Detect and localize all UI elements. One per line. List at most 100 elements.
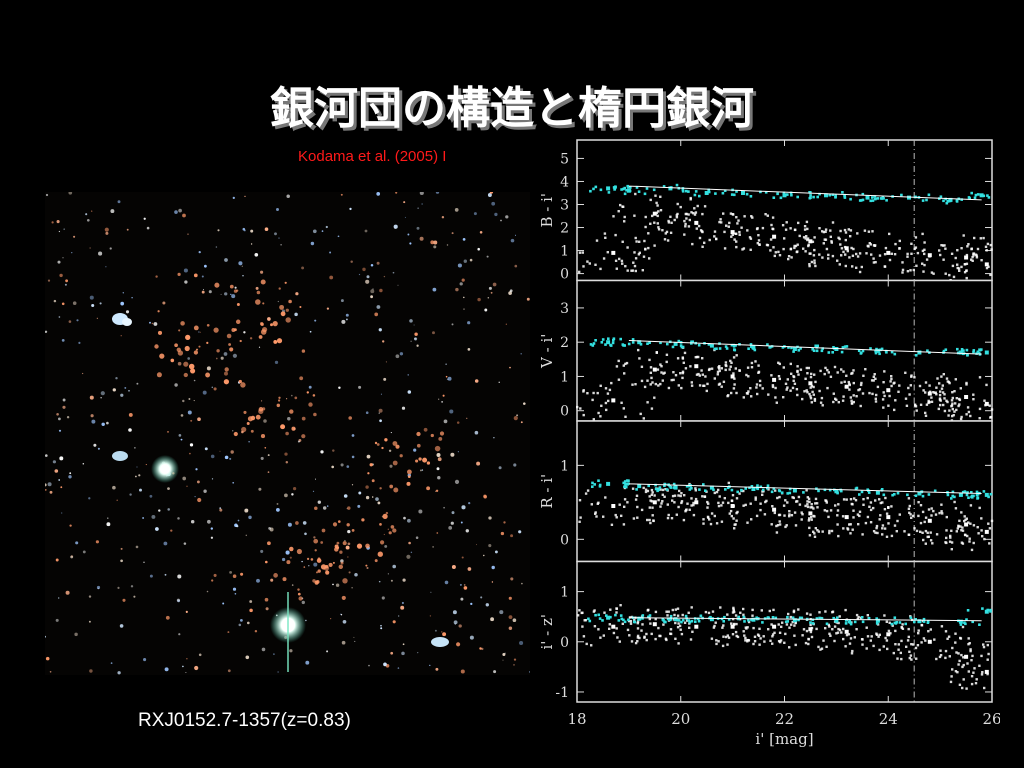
red-sequence-point bbox=[626, 188, 631, 193]
red-sequence-point bbox=[984, 609, 989, 614]
y-tick-label: 1 bbox=[560, 585, 569, 601]
field-galaxy-point bbox=[730, 230, 735, 235]
x-tick-label: 22 bbox=[775, 710, 794, 728]
field-galaxy-point bbox=[611, 504, 616, 508]
x-tick-label: 20 bbox=[671, 710, 690, 728]
field-galaxy-point bbox=[964, 395, 969, 399]
field-galaxy-point bbox=[964, 255, 969, 260]
x-tick-label: 26 bbox=[982, 710, 1000, 728]
panel-frame bbox=[576, 279, 993, 422]
field-galaxy-point bbox=[652, 622, 657, 627]
red-sequence-point bbox=[865, 195, 870, 200]
red-sequence-point bbox=[606, 340, 611, 345]
field-galaxy-point bbox=[927, 639, 932, 644]
red-sequence-point bbox=[673, 485, 678, 490]
red-sequence-point bbox=[917, 491, 922, 496]
red-sequence-point bbox=[606, 481, 611, 486]
field-galaxy-point bbox=[772, 234, 777, 239]
red-sequence-point bbox=[668, 186, 673, 191]
field-galaxy-point bbox=[808, 239, 813, 244]
red-sequence-point bbox=[834, 489, 839, 494]
red-sequence-point bbox=[709, 343, 714, 348]
field-galaxy-point bbox=[844, 246, 849, 251]
red-sequence-point bbox=[917, 350, 922, 355]
field-galaxy-point bbox=[808, 511, 813, 516]
red-sequence-fit-line bbox=[628, 339, 982, 355]
y-axis-label: V - i' bbox=[538, 334, 556, 369]
red-sequence-point bbox=[907, 195, 911, 200]
red-sequence-point bbox=[606, 615, 611, 620]
red-sequence-point bbox=[751, 345, 756, 350]
y-tick-label: 3 bbox=[560, 301, 569, 317]
y-tick-label: 0 bbox=[560, 267, 569, 283]
field-galaxy-point bbox=[611, 624, 616, 629]
x-tick-label: 18 bbox=[567, 710, 586, 728]
red-sequence-point bbox=[673, 617, 678, 622]
field-galaxy-point bbox=[886, 632, 891, 637]
panel-frame bbox=[576, 560, 993, 703]
red-sequence-point bbox=[948, 197, 953, 202]
field-galaxy-point bbox=[984, 669, 989, 674]
y-axis-label: i' - z' bbox=[538, 614, 556, 650]
red-sequence-point bbox=[979, 193, 984, 198]
red-sequence-point bbox=[782, 193, 787, 198]
field-galaxy-scatter bbox=[576, 346, 994, 422]
y-tick-label: 3 bbox=[560, 197, 569, 213]
cmd-panel-4: -1 0 1i' - z' bbox=[538, 560, 993, 703]
cmd-panel-1: 0 1 2 3 4 5 B - i' bbox=[538, 139, 993, 283]
y-tick-label: 0 bbox=[560, 635, 569, 651]
y-axis-label: R - i' bbox=[538, 474, 556, 509]
panel-frame bbox=[576, 420, 993, 563]
sky-image-caption: RXJ0152.7-1357(z=0.83) bbox=[138, 710, 351, 731]
red-sequence-point bbox=[741, 191, 745, 195]
red-sequence-point bbox=[673, 341, 678, 346]
red-sequence-point bbox=[709, 617, 714, 622]
cmd-panel-2: 0 1 2 3 V - i' bbox=[538, 279, 994, 422]
x-axis-label: i' [mag] bbox=[755, 730, 813, 748]
y-tick-label: 1 bbox=[560, 458, 569, 474]
field-galaxy-point bbox=[694, 500, 699, 505]
y-tick-label: 0 bbox=[560, 532, 569, 548]
y-tick-label: 1 bbox=[560, 244, 569, 260]
red-sequence-point bbox=[637, 340, 642, 345]
field-galaxy-point bbox=[694, 624, 699, 629]
red-sequence-point bbox=[958, 619, 963, 624]
y-tick-label: 0 bbox=[560, 404, 569, 420]
red-sequence-point bbox=[984, 350, 989, 355]
red-sequence-fit-line bbox=[628, 483, 982, 494]
panel-frame bbox=[576, 139, 993, 282]
red-sequence-fit-line bbox=[628, 185, 982, 201]
red-sequence-point bbox=[704, 191, 709, 195]
field-galaxy-point bbox=[652, 211, 657, 216]
field-galaxy-point bbox=[730, 504, 735, 508]
field-galaxy-point bbox=[652, 367, 657, 372]
red-sequence-point bbox=[751, 487, 756, 491]
red-sequence-point bbox=[917, 619, 922, 624]
field-galaxy-point bbox=[927, 253, 932, 258]
y-tick-label: 4 bbox=[560, 174, 569, 190]
red-sequence-point bbox=[637, 484, 642, 489]
field-galaxy-point bbox=[844, 629, 849, 634]
field-galaxy-point bbox=[730, 624, 735, 629]
red-sequence-point bbox=[824, 193, 828, 198]
field-galaxy-point bbox=[927, 518, 932, 523]
field-galaxy-point bbox=[984, 262, 989, 267]
red-sequence-point bbox=[958, 492, 963, 497]
field-galaxy-point bbox=[844, 515, 849, 520]
field-galaxy-point bbox=[927, 391, 932, 396]
field-galaxy-point bbox=[984, 401, 989, 406]
field-galaxy-point bbox=[772, 377, 777, 382]
field-galaxy-point bbox=[886, 515, 891, 520]
slide-title: 銀河団の構造と楕円銀河 bbox=[270, 83, 754, 134]
field-galaxy-point bbox=[730, 374, 735, 379]
field-galaxy-point bbox=[611, 398, 616, 403]
red-sequence-point bbox=[709, 485, 714, 490]
field-galaxy-point bbox=[964, 522, 969, 527]
field-galaxy-point bbox=[808, 381, 813, 386]
y-tick-label: -1 bbox=[555, 685, 569, 701]
field-galaxy-point bbox=[984, 529, 989, 534]
red-sequence-point bbox=[875, 618, 880, 623]
red-sequence-point bbox=[792, 347, 797, 351]
field-galaxy-scatter bbox=[578, 192, 993, 282]
y-tick-label: 5 bbox=[560, 151, 569, 167]
